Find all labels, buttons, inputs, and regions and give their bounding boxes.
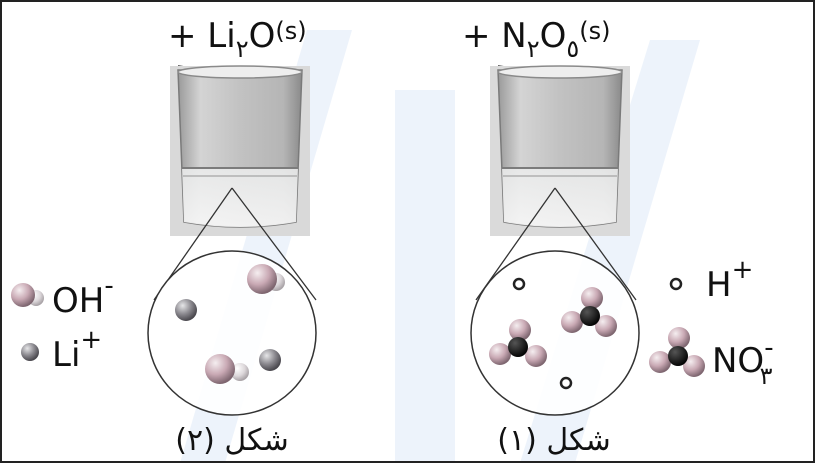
legend-hydroxide-symbol <box>11 283 44 307</box>
legend-lithium-charge: + <box>80 325 102 355</box>
nitrate-ion <box>489 319 547 367</box>
right-reagent-prefix: + N <box>462 16 527 56</box>
right-reagent-subscript2: ٥ <box>566 35 579 63</box>
right-reagent-subscript1: ٢ <box>527 35 540 63</box>
right-beaker <box>490 65 630 236</box>
hydrogen-ion <box>512 277 526 291</box>
left-panel: + Li٢O(s) <box>11 16 317 458</box>
right-zoom-line-b <box>554 187 637 301</box>
legend-hydrogen-label: H+ <box>706 255 753 305</box>
left-reagent-subscript: ٢ <box>236 35 249 63</box>
nitrate-ion <box>561 287 617 337</box>
legend-nitrate-symbol <box>649 327 705 377</box>
right-legend: H+ NO-٣ <box>649 255 774 390</box>
hydroxide-ion <box>205 354 249 384</box>
legend-nitrate-charge: - <box>764 333 773 363</box>
left-reagent-formula: + Li٢O(s) <box>168 16 307 63</box>
legend-nitrate-subscript: ٣ <box>760 362 773 390</box>
left-reagent-state: (s) <box>275 17 306 45</box>
left-zoom-line-b <box>231 187 317 301</box>
hydroxide-ion <box>247 264 285 294</box>
legend-hydrogen-charge: + <box>732 255 754 285</box>
left-caption: شكل (٢) <box>175 423 289 458</box>
left-legend: OH- Li+ <box>11 271 114 375</box>
legend-lithium-label: Li+ <box>52 325 102 375</box>
legend-lithium-symbol <box>21 343 39 361</box>
lithium-ion <box>259 349 281 371</box>
right-reagent-main: O <box>540 16 567 56</box>
right-reagent-state: (s) <box>579 17 610 45</box>
left-zoom-circle <box>147 250 317 416</box>
left-particles <box>175 264 285 384</box>
legend-hydrogen-symbol <box>669 277 683 291</box>
legend-nitrate-label: NO-٣ <box>712 333 774 390</box>
left-reagent-main: O <box>249 16 276 56</box>
legend-nitrate-text: NO <box>712 341 764 381</box>
right-particles <box>489 277 617 390</box>
legend-hydroxide-text: OH <box>52 281 104 321</box>
legend-lithium-text: Li <box>52 335 80 375</box>
left-beaker <box>170 65 310 236</box>
left-reagent-prefix: + Li <box>168 16 236 56</box>
right-caption: شكل (١) <box>497 423 611 458</box>
lithium-ion <box>175 299 197 321</box>
legend-hydroxide-label: OH- <box>52 271 114 321</box>
hydrogen-ion <box>559 376 573 390</box>
right-panel: + N٢O٥(s) <box>462 16 774 458</box>
right-reagent-formula: + N٢O٥(s) <box>462 16 611 63</box>
legend-hydroxide-charge: - <box>104 271 113 301</box>
legend-hydrogen-text: H <box>706 265 732 305</box>
